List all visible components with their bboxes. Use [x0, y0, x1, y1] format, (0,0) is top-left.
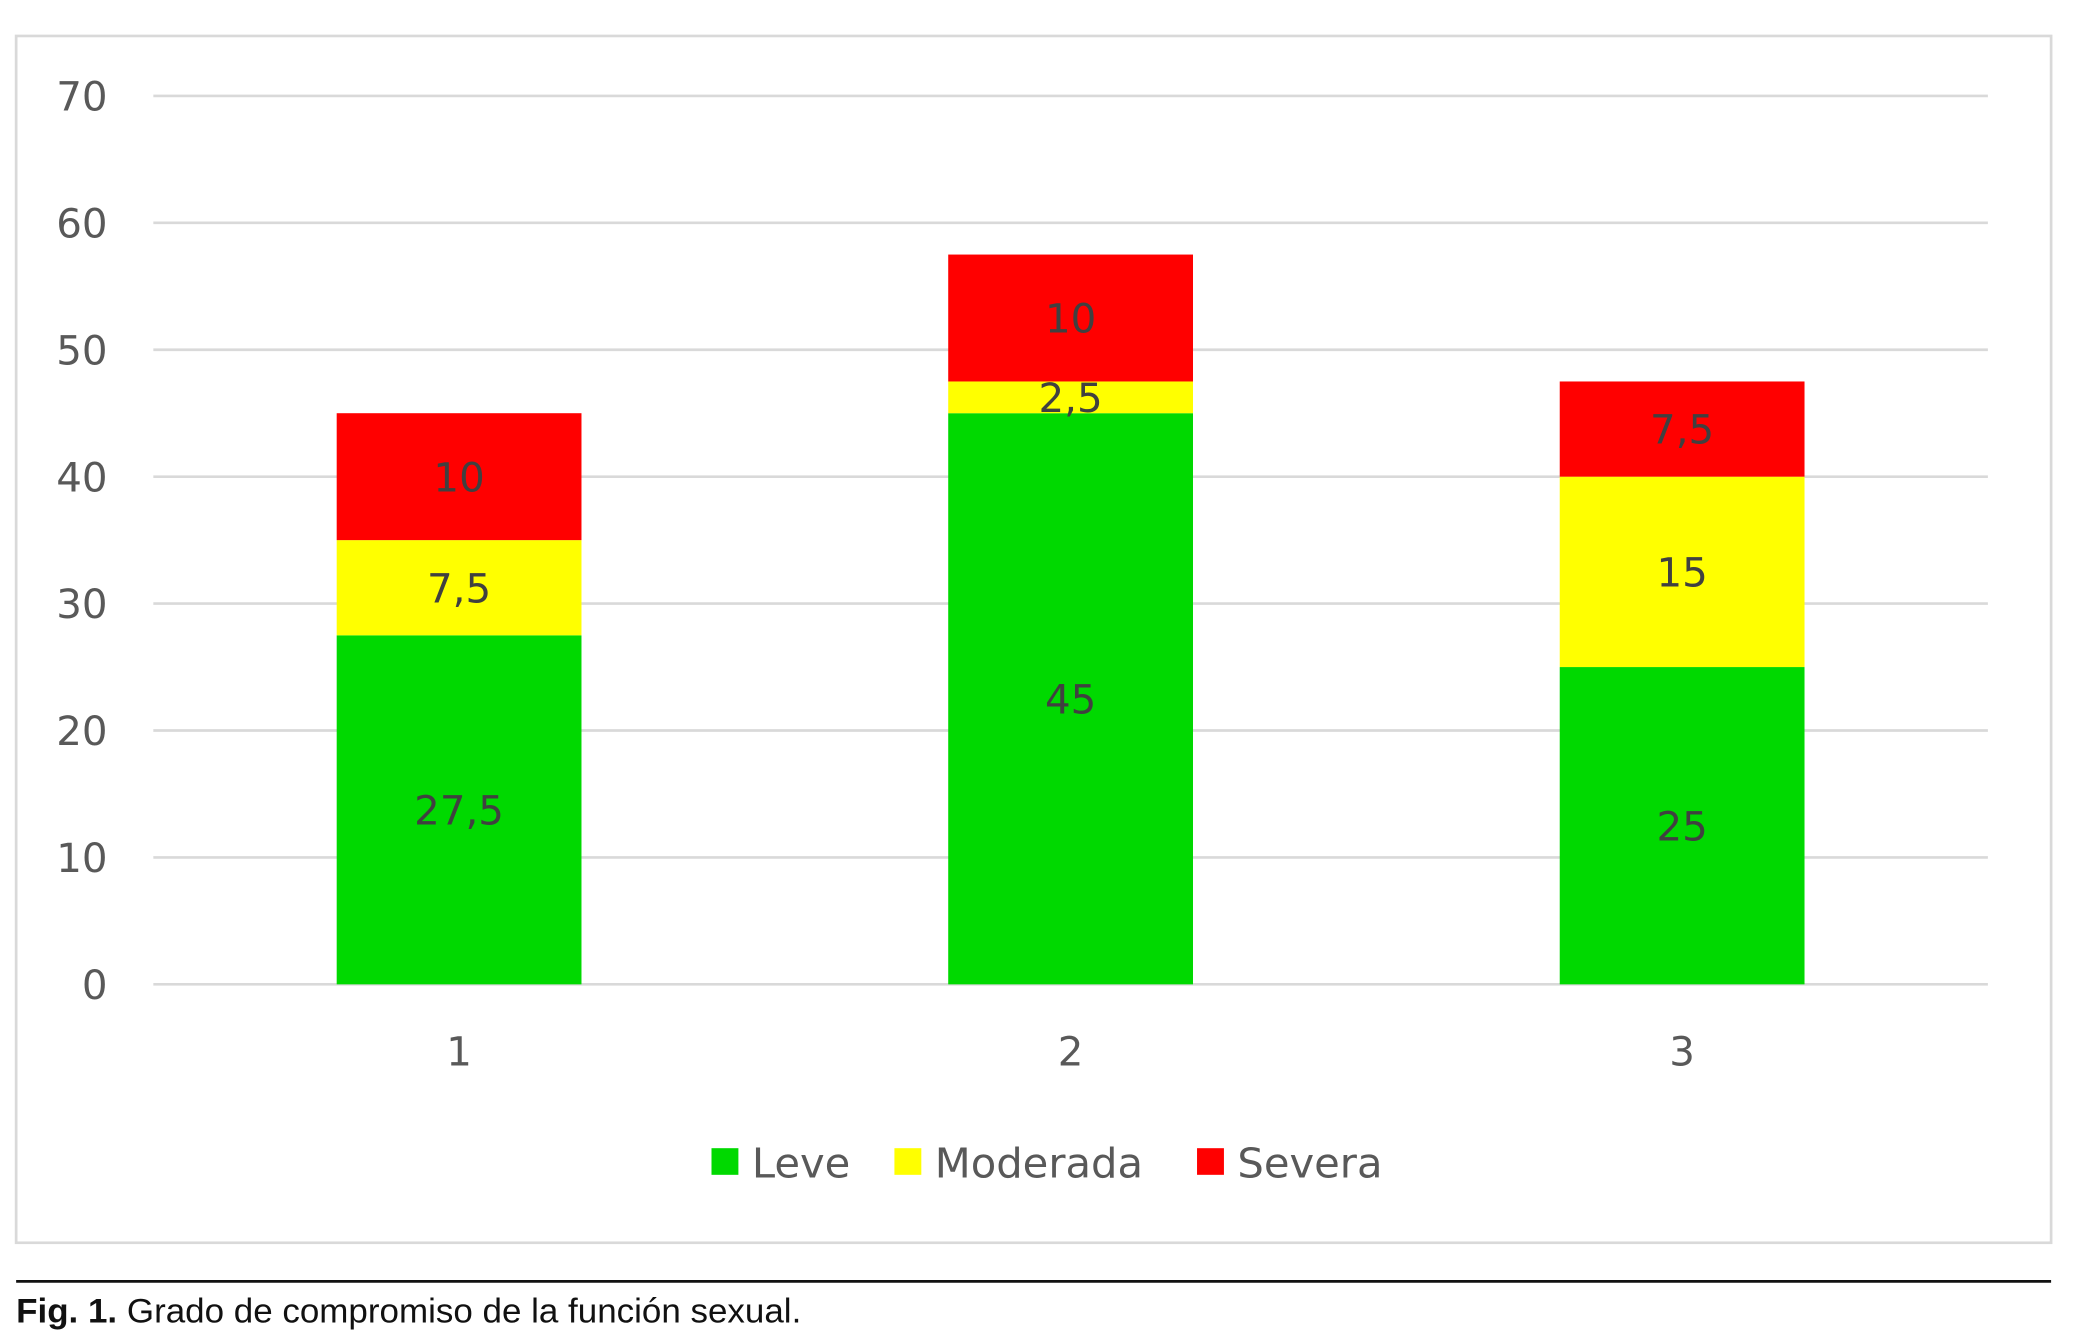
legend-swatch-leve [711, 1148, 739, 1175]
y-tick-label: 0 [82, 963, 108, 1009]
legend-swatch-moderada [894, 1148, 922, 1175]
x-tick-label: 2 [1058, 1030, 1084, 1076]
x-tick-label: 1 [446, 1030, 472, 1076]
y-tick-label: 40 [56, 455, 107, 501]
data-label: 10 [433, 455, 484, 501]
y-tick-label: 30 [56, 582, 107, 628]
figure-caption: Fig. 1. Grado de compromiso de la funció… [16, 1292, 801, 1331]
data-label: 10 [1045, 297, 1096, 343]
y-tick-label: 70 [56, 75, 107, 121]
bar-segment-moderada [948, 381, 1194, 414]
bar-segment-severa [1559, 381, 1805, 477]
bar-segment-severa [336, 413, 582, 541]
caption-label: Fig. 1. [16, 1292, 117, 1331]
legend-label: Moderada [935, 1139, 1143, 1188]
legend-label: Severa [1237, 1139, 1382, 1188]
caption-text: Grado de compromiso de la función sexual… [127, 1292, 801, 1331]
bar-segment-leve [336, 635, 582, 985]
data-label: 25 [1656, 805, 1707, 851]
bar-segment-moderada [1559, 476, 1805, 668]
y-tick-label: 60 [56, 202, 107, 248]
data-label: 2,5 [1039, 376, 1103, 422]
bar-segment-severa [948, 254, 1194, 382]
y-tick-label: 20 [56, 709, 107, 755]
data-label: 7,5 [1650, 408, 1714, 454]
data-label: 7,5 [427, 567, 491, 613]
y-tick-label: 50 [56, 329, 107, 375]
x-tick-label: 3 [1669, 1030, 1695, 1076]
bar-segment-leve [948, 413, 1194, 985]
y-tick-label: 10 [56, 836, 107, 882]
legend-label: Leve [752, 1139, 850, 1188]
data-label: 15 [1656, 551, 1707, 597]
bar-segment-moderada [336, 540, 582, 636]
data-label: 27,5 [414, 789, 504, 835]
bar-segment-leve [1559, 667, 1805, 985]
legend-swatch-severa [1197, 1148, 1224, 1175]
data-label: 45 [1045, 678, 1096, 724]
